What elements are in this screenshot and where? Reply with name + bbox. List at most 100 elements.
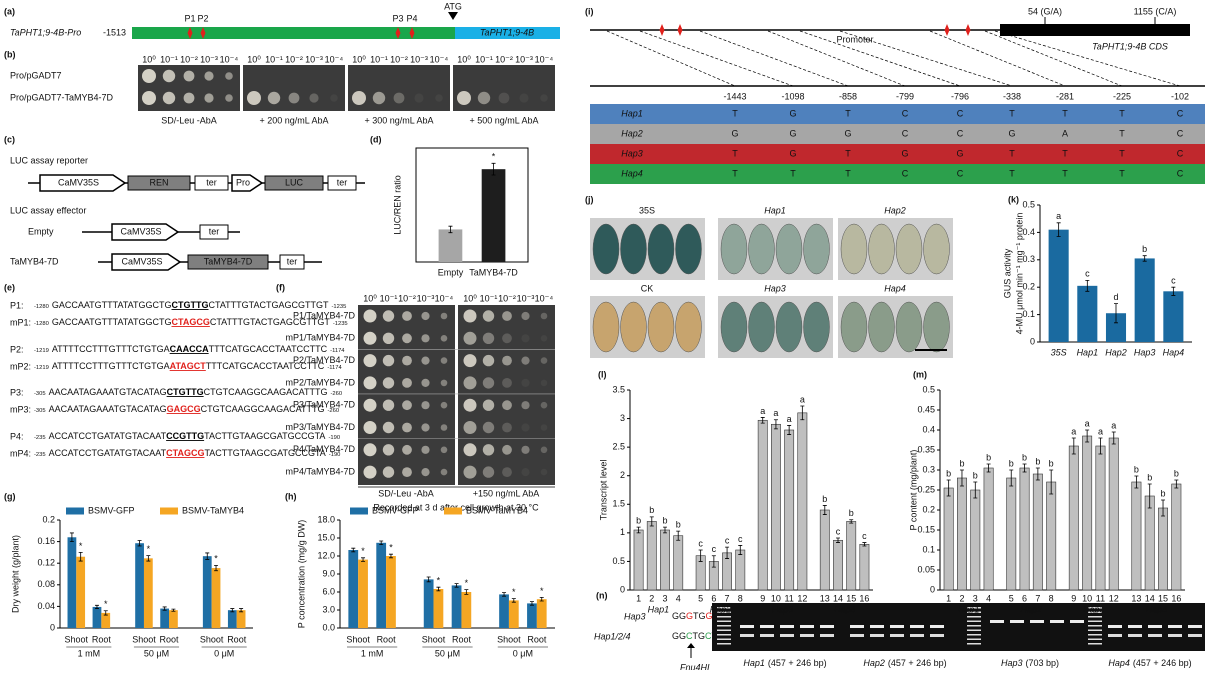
- error-bar: [1142, 255, 1147, 262]
- annotation: *: [214, 554, 218, 564]
- y-tick-label: 0.0: [322, 622, 335, 632]
- error-bar: [103, 610, 108, 616]
- ladder-band: [717, 607, 731, 609]
- seed: [868, 301, 895, 353]
- y-tick-label: 0.3: [922, 464, 935, 474]
- x-tick-label: 3: [973, 593, 978, 603]
- x-tick-label: 1: [636, 593, 641, 603]
- x-tick-label: Root: [527, 634, 547, 644]
- position-label: -260: [327, 408, 339, 414]
- plot-frame: [415, 147, 529, 263]
- haplotype-row: [590, 104, 1205, 124]
- connector: [929, 30, 1066, 87]
- colony: [498, 92, 510, 104]
- y-tick-label: 0.1: [922, 544, 935, 554]
- bar: [757, 419, 768, 591]
- bar: [67, 537, 77, 628]
- haplotype-name: Hap3: [624, 611, 646, 621]
- annotation: b: [822, 494, 827, 504]
- ladder-band: [717, 620, 731, 622]
- position-label: -190: [328, 435, 340, 441]
- allele: T: [1062, 148, 1068, 158]
- colony: [440, 335, 448, 342]
- dilution-label: 10⁻³: [517, 293, 535, 303]
- panel-label: (a): [4, 6, 15, 16]
- sequence-part: ACCATCCTGATATGTACAAT: [49, 431, 167, 441]
- sequence-part: TG: [693, 611, 706, 621]
- colony: [463, 309, 477, 323]
- bar: [1171, 483, 1182, 591]
- bar: [1163, 291, 1184, 342]
- cds-label: TaPHT1;9-4B CDS: [1092, 41, 1168, 51]
- x-tick-label: Shoot: [132, 634, 156, 644]
- error-bar: [698, 549, 703, 562]
- colony: [482, 377, 495, 389]
- seed: [868, 223, 895, 275]
- bar: [1019, 467, 1030, 591]
- error-bar: [1085, 279, 1090, 292]
- x-tick-label: 3: [662, 593, 667, 603]
- annotation: a: [760, 406, 765, 416]
- dilution-label: 10⁻³: [417, 293, 435, 303]
- panel-label: (n): [596, 590, 608, 600]
- dilution-label: 10⁰: [352, 54, 366, 64]
- y-tick-label: 3: [620, 413, 625, 423]
- error-bar: [146, 555, 151, 562]
- band: [910, 634, 924, 637]
- y-tick-label: 0.2: [42, 514, 55, 524]
- x-tick-label: 13: [820, 593, 830, 603]
- error-bar: [773, 419, 778, 430]
- bar: [227, 610, 237, 628]
- band: [1168, 625, 1182, 628]
- colony: [463, 443, 477, 457]
- group-label: Hap1: [648, 604, 670, 614]
- position-label: -305: [34, 391, 46, 397]
- colony: [482, 444, 495, 456]
- seed: [748, 223, 775, 275]
- bar: [859, 543, 870, 591]
- marker: [187, 27, 193, 39]
- allele: T: [845, 108, 851, 118]
- x-tick-label: 6: [1022, 593, 1027, 603]
- part-label: CaMV35S: [58, 177, 99, 187]
- band: [1108, 634, 1122, 637]
- annotation: c: [712, 544, 717, 554]
- dilution-label: 10⁰: [363, 293, 377, 303]
- group-label: Hap4: [884, 283, 906, 293]
- band: [760, 634, 774, 637]
- haplotype-name: Hap1: [621, 108, 643, 118]
- allele: G: [789, 128, 796, 138]
- band: [1070, 620, 1084, 623]
- position-label: -1219: [34, 348, 49, 354]
- dilution-label: 10⁻²: [495, 54, 513, 64]
- allele: T: [845, 168, 851, 178]
- connector: [994, 30, 1181, 87]
- band: [1188, 625, 1202, 628]
- error-bar: [511, 598, 516, 603]
- connector: [639, 30, 794, 87]
- colony: [502, 311, 512, 321]
- y-axis-label: P content (mg/plant): [908, 450, 918, 531]
- allele: C: [1177, 168, 1184, 178]
- annotation: *: [147, 544, 151, 554]
- colony: [363, 331, 377, 345]
- colony: [540, 446, 548, 454]
- bar: [461, 592, 472, 628]
- row-label: P3:: [10, 387, 24, 397]
- allele: T: [1119, 148, 1125, 158]
- promoter-arrow: [231, 174, 264, 192]
- error-bar: [454, 583, 459, 588]
- error-bar: [1071, 437, 1076, 455]
- seed: [592, 223, 620, 275]
- bar: [536, 599, 547, 628]
- dilution-label: 10⁻¹: [265, 54, 283, 64]
- y-axis-label: P concentration (mg/g DW): [296, 520, 306, 628]
- x-tick-label: 12: [1109, 593, 1119, 603]
- sequence-part: TG: [693, 631, 706, 641]
- position-label: -1219: [34, 365, 49, 371]
- error-bar: [491, 162, 496, 176]
- colony: [330, 94, 338, 102]
- sequence: -1219 ATTTTCCTTTGTTTCTGTGACAACCATTTCATGCA…: [34, 344, 345, 354]
- bar: [348, 550, 359, 628]
- x-tick-label: Root: [227, 634, 247, 644]
